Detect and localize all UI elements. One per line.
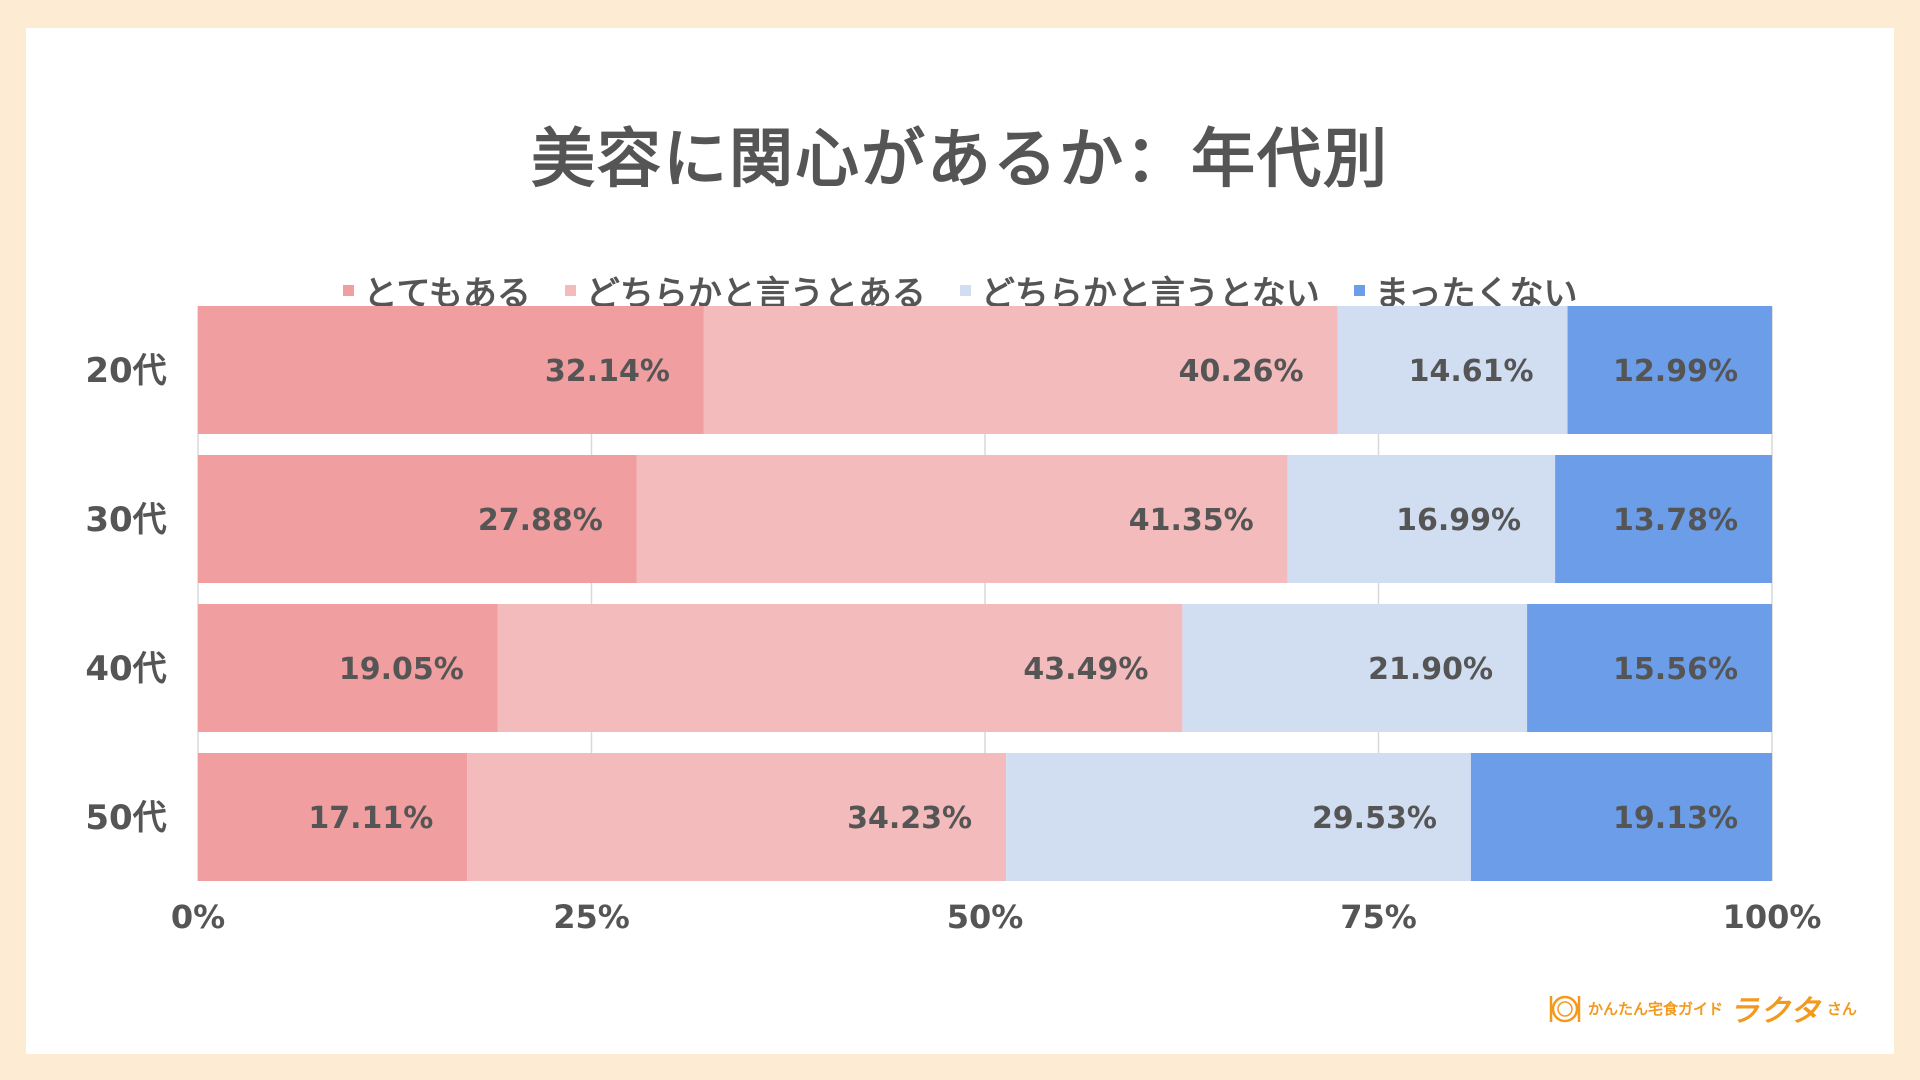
- data-label: 16.99%: [1396, 503, 1521, 538]
- y-category-label: 40代: [85, 649, 166, 689]
- logo-text-big: ラクタ: [1729, 994, 1821, 1029]
- legend-swatch-not-at-all: [1353, 285, 1365, 296]
- bar-segment: [1527, 604, 1772, 732]
- logo-text-suffix: さん: [1826, 999, 1857, 1018]
- data-label: 32.14%: [545, 354, 670, 389]
- bar-segment: [1567, 306, 1772, 434]
- data-label: 12.99%: [1613, 354, 1738, 389]
- stacked-bar-chart: 0% 25% 50% 75% 100% 20代 32.14% 40.26% 14.61% 12.9…: [85, 306, 1822, 936]
- bar-segment: [198, 306, 704, 434]
- y-category-label: 20代: [85, 351, 166, 391]
- bar-segment: [1006, 753, 1471, 881]
- data-label: 41.35%: [1129, 503, 1254, 538]
- bar-segment: [1470, 753, 1772, 881]
- data-label: 21.90%: [1368, 652, 1493, 687]
- chart-card: 美容に関心があるか：年代別 とてもある どちらかと言うとある どちらかと言うとな…: [26, 28, 1894, 1054]
- data-label: 40.26%: [1179, 354, 1304, 389]
- data-label: 43.49%: [1023, 652, 1148, 687]
- bar-segment: [198, 455, 637, 583]
- x-tick-label: 75%: [1340, 898, 1417, 936]
- y-category-label: 30代: [85, 500, 166, 540]
- y-category-label: 50代: [85, 798, 166, 838]
- bar-segment: [703, 306, 1338, 434]
- logo-text-small: かんたん宅食ガイド: [1588, 999, 1724, 1018]
- x-tick-label: 100%: [1723, 898, 1822, 936]
- bar-segment: [1287, 455, 1556, 583]
- bar-segment: [636, 455, 1288, 583]
- bar-segment: [1182, 604, 1528, 732]
- bar-segment: [1555, 455, 1772, 583]
- data-label: 19.13%: [1613, 801, 1738, 836]
- data-label: 29.53%: [1312, 801, 1437, 836]
- x-tick-label: 50%: [947, 898, 1024, 936]
- chart-title: 美容に関心があるか：年代別: [531, 123, 1389, 197]
- legend-swatch-very: [342, 285, 354, 296]
- data-label: 19.05%: [339, 652, 464, 687]
- bar-segment: [198, 753, 468, 881]
- dish-icon: [1549, 995, 1581, 1023]
- x-tick-label: 0%: [171, 898, 225, 936]
- data-label: 17.11%: [308, 801, 433, 836]
- bar-segment: [198, 604, 498, 732]
- data-label: 14.61%: [1409, 354, 1534, 389]
- bar-segment: [1337, 306, 1568, 434]
- data-label: 13.78%: [1613, 503, 1738, 538]
- brand-logo: かんたん宅食ガイド ラクタ さん: [1548, 986, 1857, 1030]
- bar-segment: [467, 753, 1007, 881]
- legend-swatch-somewhat: [564, 285, 576, 296]
- bar-segment: [497, 604, 1183, 732]
- legend-swatch-somewhat-not: [959, 285, 971, 296]
- data-label: 34.23%: [847, 801, 972, 836]
- x-tick-label: 25%: [553, 898, 630, 936]
- data-label: 27.88%: [478, 503, 603, 538]
- data-label: 15.56%: [1613, 652, 1738, 687]
